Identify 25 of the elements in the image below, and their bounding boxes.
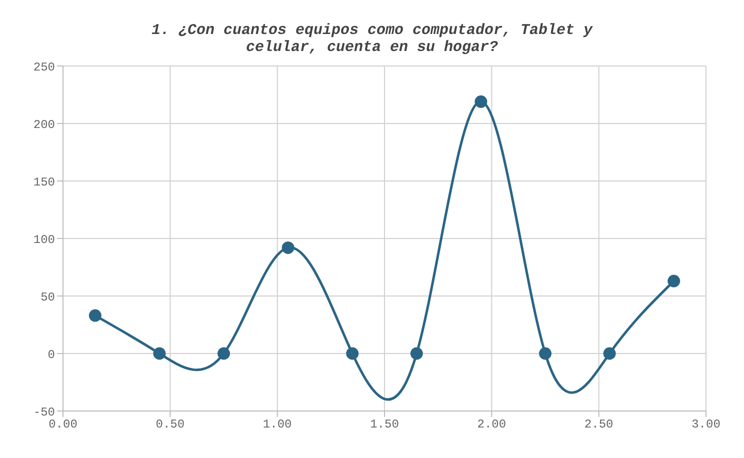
x-tick-label: 2.00 [477,418,506,432]
y-tick-label: 200 [33,118,55,132]
x-tick-label: 1.50 [370,418,399,432]
chart-title: 1. ¿Con cuantos equipos como computador, Tablet y celular, cuenta en su hogar? [150,21,594,56]
x-tick-label: 1.00 [262,418,292,432]
point [282,241,294,254]
point [603,347,616,360]
x-tick-label: 0.50 [156,418,185,432]
y-tick-label: 50 [40,290,55,304]
point [668,274,680,288]
y-tick-label: 150 [33,175,55,190]
point [346,347,359,360]
point [88,309,102,322]
x-tick-label: 3.00 [692,418,720,432]
point [410,347,423,360]
y-tick-label: 250 [33,60,55,74]
y-tick-label: -50 [33,405,55,420]
x-tick-label: 2.50 [584,418,614,432]
point [474,95,488,108]
y-tick-label: 0 [48,348,55,362]
point [539,347,552,360]
x-tick-label: 0.00 [48,418,78,432]
point [153,347,166,360]
point [218,347,230,360]
y-tick-label: 100 [33,232,55,247]
